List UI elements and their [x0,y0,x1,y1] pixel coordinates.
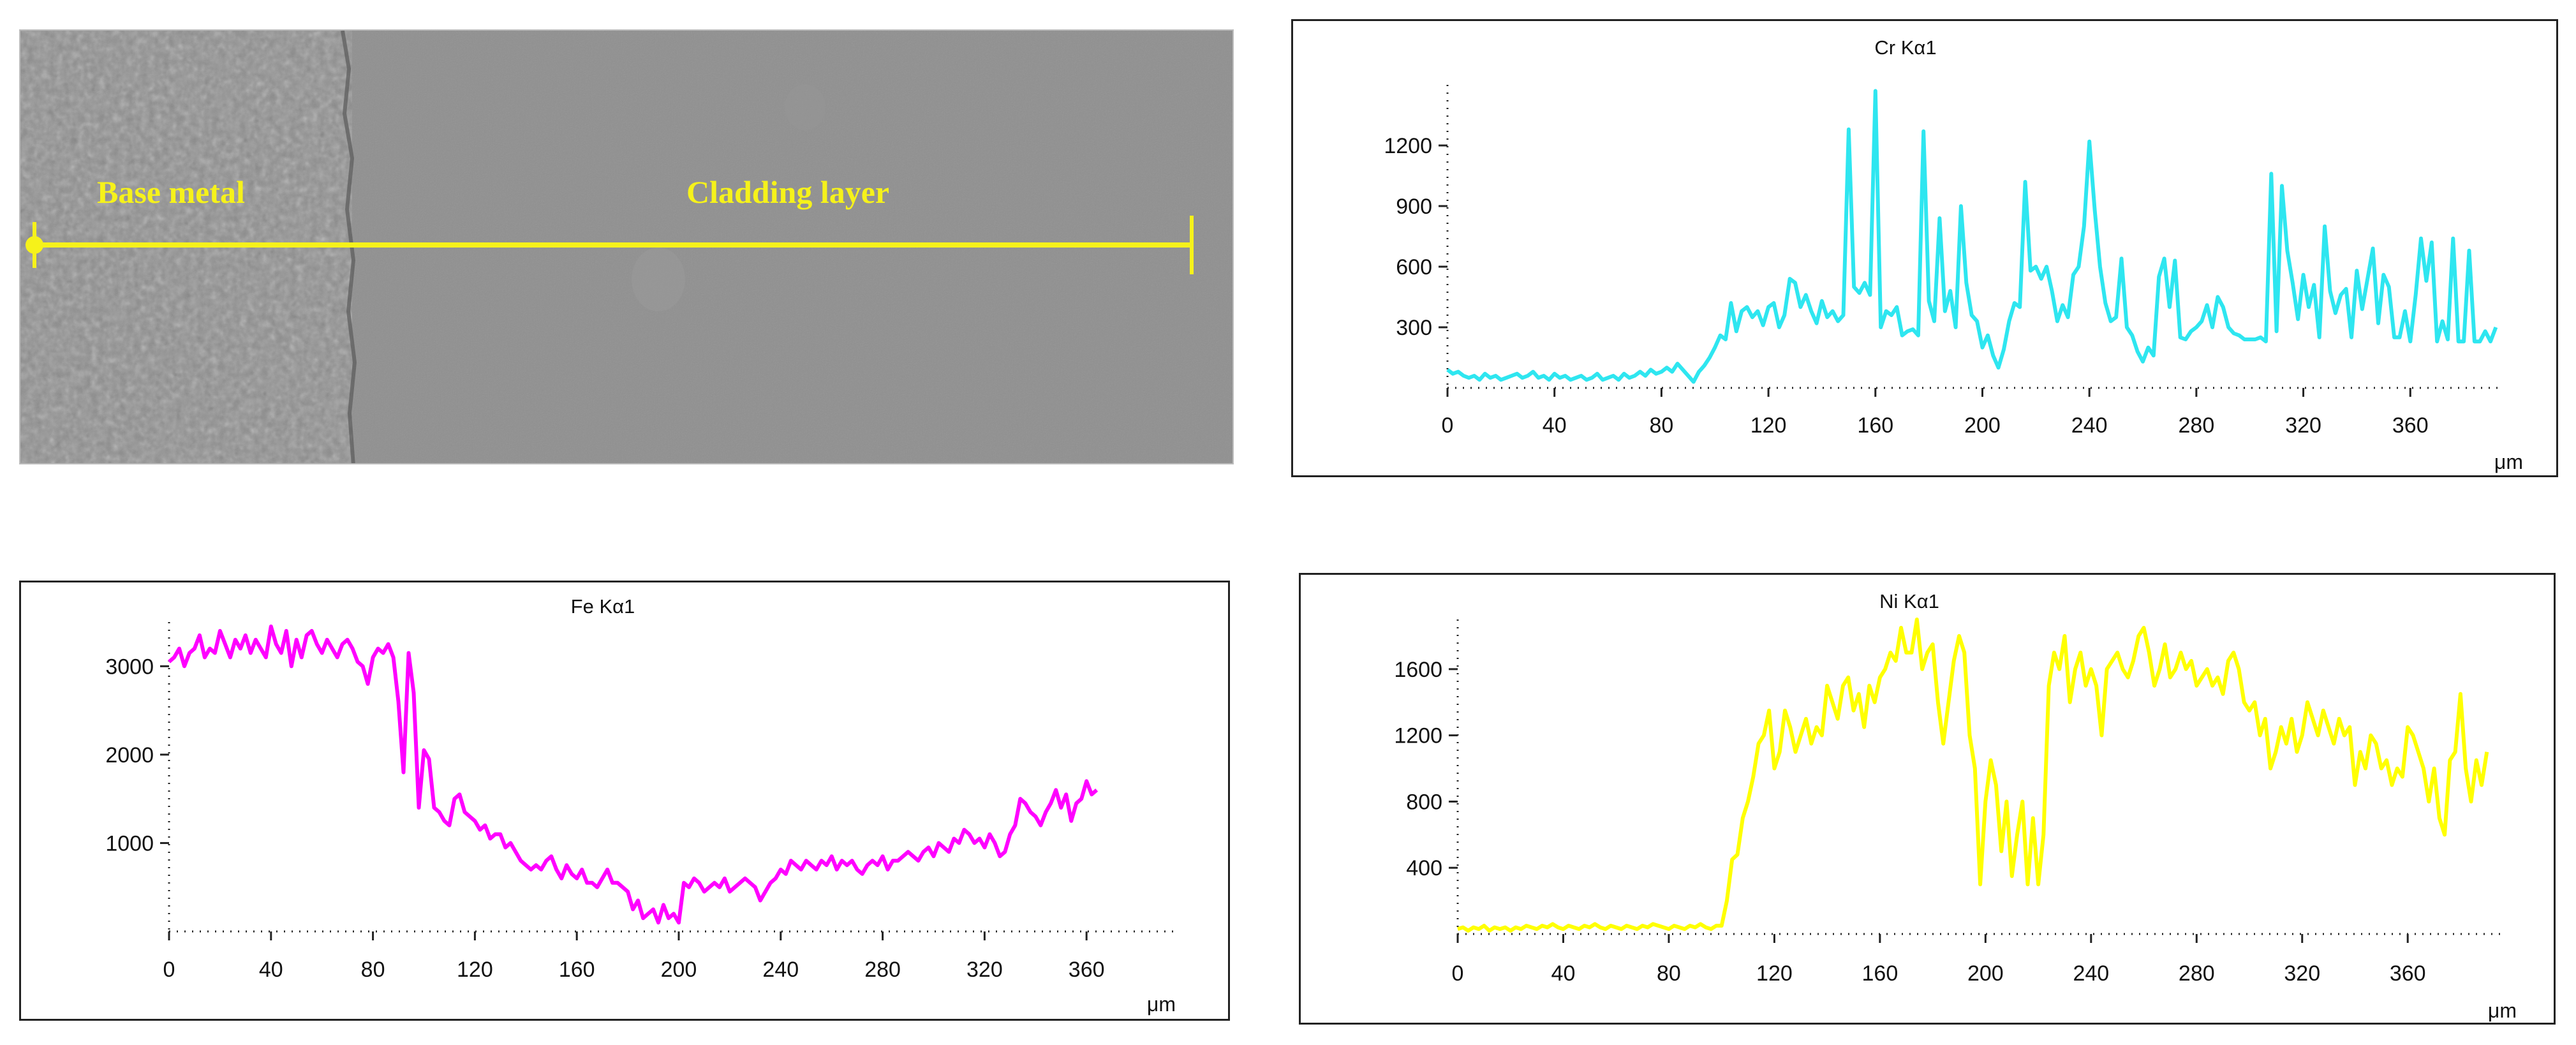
x-tick-label: 120 [1756,961,1793,986]
y-tick-label: 3000 [105,655,154,679]
ni-line-chart: Ni Kα1 0 40 80 120 160 200 240 280 320 360 400 800 1… [1394,590,2517,1022]
x-tick-label: 200 [661,958,697,982]
x-tick-label: 40 [1543,413,1567,438]
x-tick-label: 360 [2390,961,2426,986]
x-tick-label: 320 [966,958,1003,982]
surface-spot [632,248,685,311]
x-tick-label: 280 [2179,961,2215,986]
x-tick-label: 80 [1657,961,1681,986]
ni-chart-marks: 0 40 80 120 160 200 240 280 320 360 400 800 1200 1600 [1394,618,2500,986]
x-tick-label: 200 [1967,961,2004,986]
fe-line-chart: Fe Kα1 0 40 80 120 160 200 240 280 320 360 1000 200… [105,595,1176,1016]
cr-line-chart: Cr Kα1 0 40 80 120 160 200 240 280 320 360 300 600 9… [1384,36,2523,473]
y-tick-label: 2000 [105,743,154,767]
fe-chart-panel: Fe Kα1 0 40 80 120 160 200 240 280 320 360 1000 200… [19,581,1230,1021]
fusion-boundary [341,31,357,463]
y-tick-label: 1200 [1394,724,1442,748]
chart-title: Ni Kα1 [1879,590,1939,612]
x-tick-label: 240 [2073,961,2109,986]
x-tick-label: 320 [2284,961,2320,986]
x-axis-unit: μm [1147,993,1176,1016]
cr-chart-panel: Cr Kα1 0 40 80 120 160 200 240 280 320 360 300 600 9… [1291,19,2558,477]
x-tick-label: 160 [559,958,595,982]
x-tick-label: 80 [361,958,385,982]
x-tick-label: 360 [1069,958,1105,982]
x-tick-label: 280 [864,958,901,982]
x-tick-label: 120 [457,958,493,982]
x-tick-label: 40 [259,958,283,982]
x-tick-label: 240 [762,958,799,982]
x-axis-unit: μm [2494,450,2523,473]
y-tick-label: 600 [1396,255,1432,279]
y-tick-label: 400 [1406,856,1442,880]
x-tick-label: 280 [2179,413,2215,438]
x-tick-label: 320 [2285,413,2321,438]
x-tick-label: 0 [1442,413,1454,438]
y-tick-label: 900 [1396,195,1432,219]
x-tick-label: 160 [1862,961,1899,986]
sem-micrograph: Base metal Cladding layer [19,29,1234,464]
micrograph-image: Base metal Cladding layer [20,31,1232,463]
y-tick-label: 800 [1406,790,1442,814]
chart-title: Cr Kα1 [1874,36,1936,59]
x-axis-unit: μm [2488,999,2517,1022]
base-metal-label: Base metal [97,174,245,210]
scan-start-dot [26,236,43,254]
y-tick-label: 1200 [1384,134,1432,158]
x-tick-label: 120 [1751,413,1787,438]
x-tick-label: 360 [2392,413,2429,438]
x-tick-label: 240 [2071,413,2108,438]
surface-spot [785,84,825,130]
x-tick-label: 0 [163,958,175,982]
y-tick-label: 300 [1396,316,1432,340]
chart-title: Fe Kα1 [571,595,635,618]
series-line [1446,89,2498,384]
cr-chart-marks: 0 40 80 120 160 200 240 280 320 360 300 600 900 1200 [1384,85,2504,438]
x-tick-label: 200 [1964,413,2001,438]
x-tick-label: 40 [1551,961,1576,986]
y-tick-label: 1000 [105,831,154,856]
series-line [1457,618,2489,933]
ni-chart-panel: Ni Kα1 0 40 80 120 160 200 240 280 320 360 400 800 1… [1299,573,2556,1025]
y-tick-label: 1600 [1394,658,1442,682]
fe-chart-marks: 0 40 80 120 160 200 240 280 320 360 1000 2000 3000 [105,622,1176,982]
x-tick-label: 0 [1452,961,1464,986]
series-line [168,624,1099,925]
cladding-layer-label: Cladding layer [686,174,889,210]
x-tick-label: 160 [1857,413,1893,438]
x-tick-label: 80 [1649,413,1673,438]
